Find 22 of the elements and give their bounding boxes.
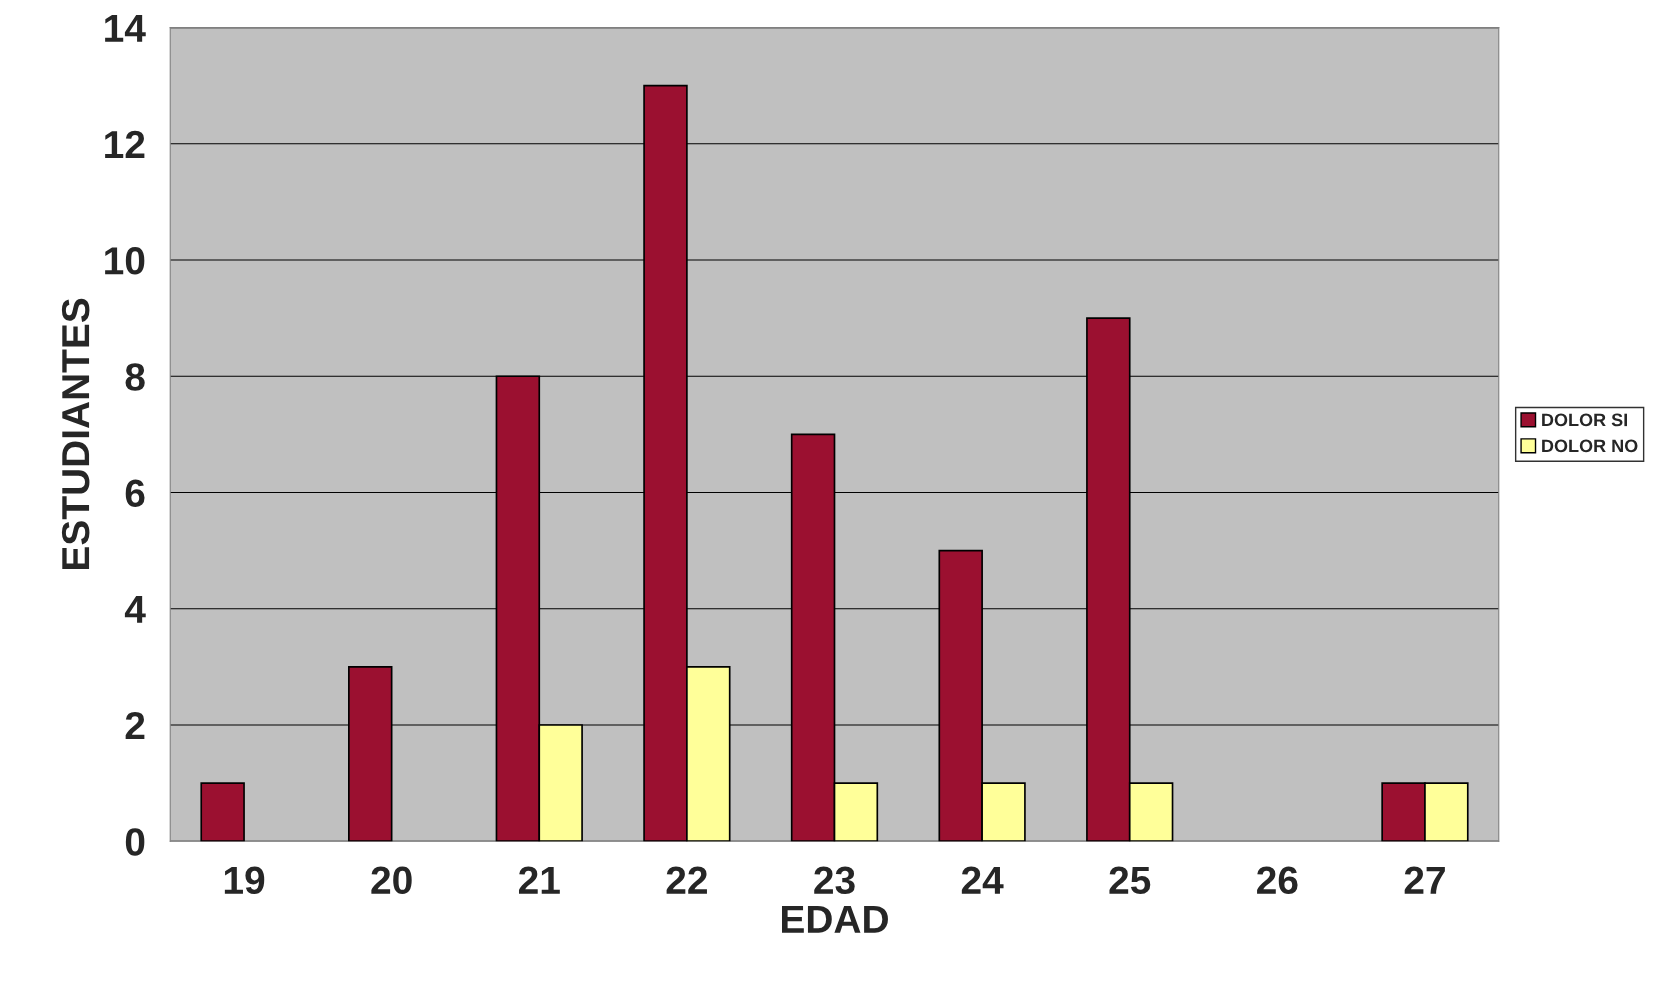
y-tick-label: 0 (125, 828, 145, 856)
y-axis-title: ESTUDIANTES (61, 298, 90, 569)
x-tick-label: 27 (1404, 866, 1445, 894)
y-tick-label: 10 (105, 246, 145, 275)
x-tick-label: 23 (814, 866, 855, 895)
y-tick-label: 12 (105, 130, 145, 158)
legend-label: DOLOR SI (1542, 413, 1627, 427)
x-tick-label: 22 (666, 866, 707, 894)
x-tick-label: 20 (371, 866, 412, 895)
x-tick-label: 24 (961, 866, 1004, 894)
y-tick-label: 2 (125, 711, 145, 740)
bar (200, 782, 245, 842)
legend-label: DOLOR NO (1542, 439, 1638, 453)
x-tick-label: 21 (519, 866, 560, 894)
x-axis-title: EDAD (782, 905, 888, 933)
x-tick-label: 19 (224, 866, 265, 895)
x-tick-label: 25 (1109, 866, 1151, 895)
x-tick-label: 26 (1257, 866, 1298, 895)
y-tick-label: 4 (124, 596, 146, 623)
y-tick-label: 14 (105, 14, 146, 42)
y-tick-label: 8 (125, 363, 145, 391)
y-tick-label: 6 (125, 479, 145, 507)
